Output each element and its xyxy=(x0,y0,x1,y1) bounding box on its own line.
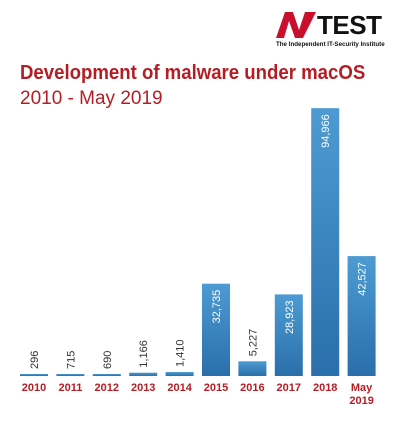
logo-brand-text: TEST xyxy=(317,10,382,40)
category-label: 2015 xyxy=(204,382,228,394)
value-label: 5,227 xyxy=(247,329,259,357)
value-label: 94,966 xyxy=(320,114,332,148)
avtest-logo: TEST The Independent IT-Security Institu… xyxy=(276,10,396,52)
av-mark-icon xyxy=(276,12,316,38)
value-label: 1,410 xyxy=(175,339,187,367)
logo-tagline: The Independent IT-Security Institute xyxy=(276,41,385,48)
bar-2014 xyxy=(165,372,194,376)
bar-may-2019 xyxy=(347,256,376,376)
bar-2010 xyxy=(20,374,48,376)
bar-2012 xyxy=(92,374,121,376)
value-label-group: 296 715 690 1,166 1,410 32,735 5,227 28,923 94,9… xyxy=(29,114,369,369)
avtest-logo-mark: TEST xyxy=(276,10,396,38)
bar-2015 xyxy=(202,283,230,376)
chart-title: Development of malware under macOS xyxy=(20,62,366,84)
category-label: 2010 xyxy=(22,382,46,394)
category-label: 2019 xyxy=(349,395,373,407)
value-label: 690 xyxy=(102,351,114,369)
value-label: 28,923 xyxy=(284,300,296,334)
chart-subtitle: 2010 - May 2019 xyxy=(20,88,163,109)
category-label: 2017 xyxy=(277,382,301,394)
bar-2011 xyxy=(56,374,85,376)
bar-2013 xyxy=(129,372,158,376)
category-label: 2016 xyxy=(240,382,264,394)
value-label: 1,166 xyxy=(138,340,150,368)
category-label: 2013 xyxy=(131,382,155,394)
bar-2017 xyxy=(274,294,303,376)
category-label: 2018 xyxy=(313,382,337,394)
bar-2016 xyxy=(238,361,267,376)
category-label-group: 2010 2011 2012 2013 2014 2015 2016 2017 2018 May2… xyxy=(22,382,374,407)
bar-2018 xyxy=(311,108,340,376)
value-label: 32,735 xyxy=(211,290,223,324)
value-label: 42,527 xyxy=(357,262,369,296)
value-label: 296 xyxy=(29,351,41,369)
value-label: 715 xyxy=(65,351,77,369)
category-label: 2011 xyxy=(58,382,82,394)
category-label: 2014 xyxy=(167,382,192,394)
category-label: 2012 xyxy=(95,382,119,394)
bar-group xyxy=(20,108,376,376)
category-label: May xyxy=(351,382,373,394)
